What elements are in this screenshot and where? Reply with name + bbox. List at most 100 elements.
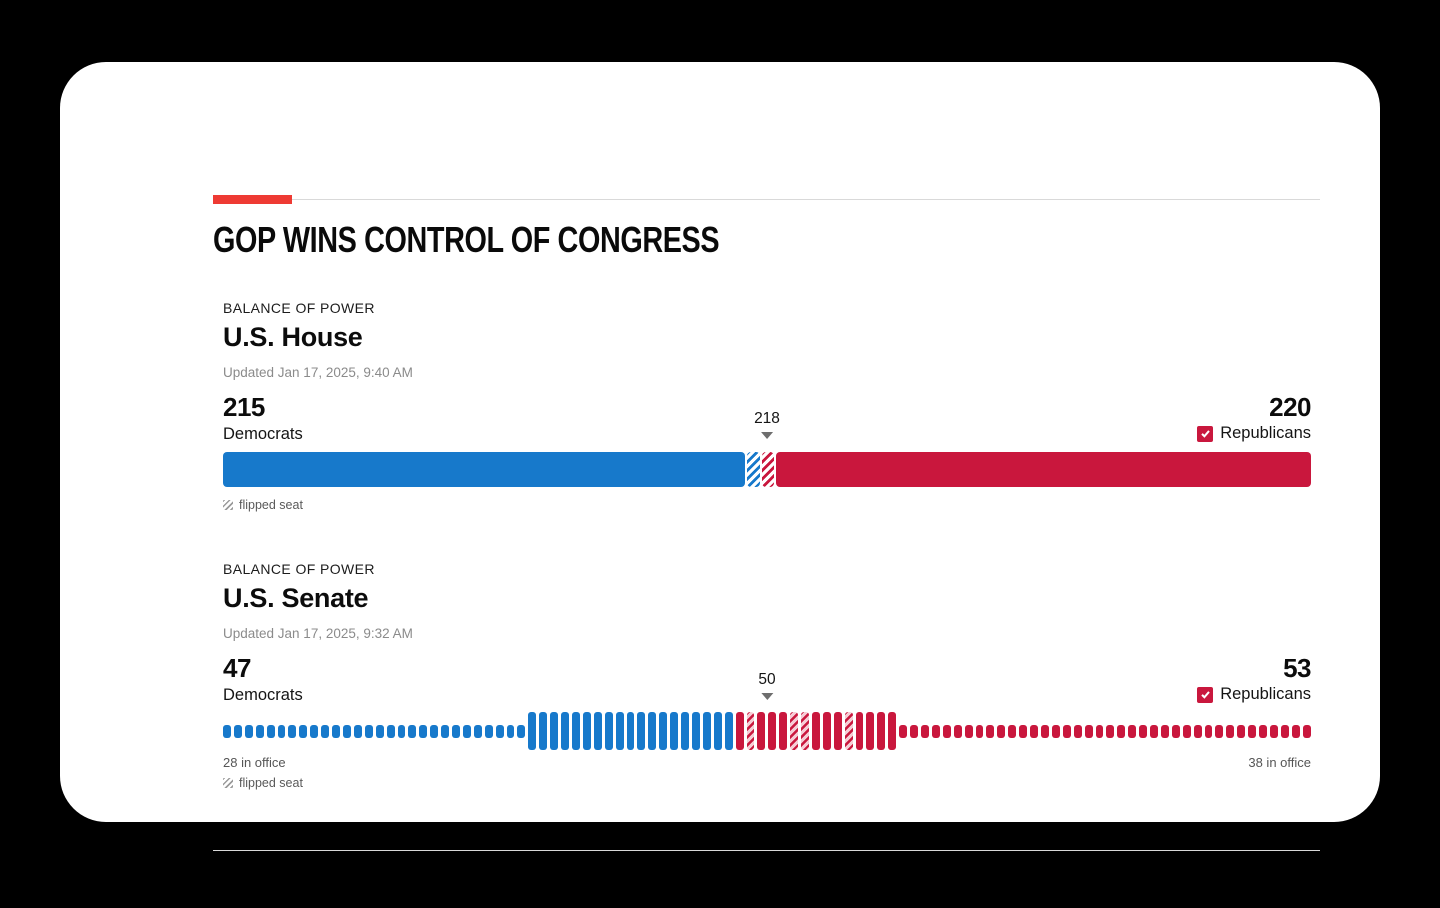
page-title-text: GOP WINS CONTROL OF CONGRESS xyxy=(213,219,720,260)
senate-seat-dem xyxy=(244,724,253,738)
house-title: U.S. House xyxy=(223,322,363,352)
majority-triangle-icon xyxy=(761,432,773,439)
house-section: BALANCE OF POWER U.S. House Updated Jan … xyxy=(223,298,1311,538)
senate-seat-dem xyxy=(452,724,460,738)
house-majority-marker: 218 xyxy=(754,410,780,439)
senate-seat-dem xyxy=(539,712,548,750)
senate-seat-rep xyxy=(1139,724,1148,738)
house-bar xyxy=(223,452,1311,487)
senate-seat-rep xyxy=(1106,724,1115,738)
senate-seat-dem xyxy=(572,712,580,750)
senate-seat-rep xyxy=(1302,724,1311,738)
senate-seat-rep xyxy=(899,724,908,738)
flipped-seat-hatch-icon xyxy=(223,500,233,510)
senate-seat-rep xyxy=(1084,724,1093,738)
senate-seat-rep xyxy=(1193,724,1202,738)
senate-bar xyxy=(223,712,1311,750)
house-republican-count: 220 xyxy=(1269,392,1311,422)
senate-seat-dem xyxy=(299,724,308,738)
senate-republicans-group: 53 Republicans xyxy=(1197,655,1311,704)
senate-seat-dem xyxy=(342,724,351,738)
senate-seat-rep xyxy=(1248,724,1257,738)
senate-seat-dem xyxy=(484,724,493,738)
infographic-card: GOP WINS CONTROL OF CONGRESS BALANCE OF … xyxy=(60,62,1380,851)
senate-seat-rep xyxy=(1259,724,1267,738)
house-democrats-group: 215 Democrats xyxy=(223,394,303,444)
senate-seat-rep xyxy=(942,724,951,738)
senate-seat-rep xyxy=(1040,724,1049,738)
senate-seat-dem xyxy=(681,712,689,750)
senate-title: U.S. Senate xyxy=(223,583,369,613)
senate-seat-rep xyxy=(811,712,820,750)
senate-seat-dem xyxy=(506,724,515,738)
senate-seat-dem xyxy=(223,724,231,738)
senate-seat-rep xyxy=(1237,724,1246,738)
bottom-divider xyxy=(213,850,1320,851)
senate-seat-dem xyxy=(408,724,417,738)
senate-seat-rep xyxy=(953,724,962,738)
house-republicans-group: 220 Republicans xyxy=(1197,394,1311,443)
senate-seat-dem xyxy=(615,712,624,750)
senate-seat-dem xyxy=(626,712,635,750)
senate-seat-rep xyxy=(1182,724,1191,738)
house-majority-number: 218 xyxy=(754,410,780,427)
senate-seat-dem xyxy=(386,724,395,738)
senate-seat-dem xyxy=(691,712,700,750)
senate-seat-dem xyxy=(670,712,679,750)
senate-seat-rep xyxy=(822,712,831,750)
senate-seat-rep xyxy=(1226,724,1235,738)
winner-checkmark-icon xyxy=(1197,425,1214,442)
senate-seat-dem xyxy=(321,724,330,738)
senate-seat-dem xyxy=(724,712,733,750)
senate-seat-dem xyxy=(375,724,384,738)
house-segment-rep-flipped xyxy=(761,452,775,487)
senate-seat-dem xyxy=(277,724,286,738)
senate-seat-dem xyxy=(332,724,340,738)
senate-rep-in-office-note: 38 in office xyxy=(1248,755,1311,770)
top-divider xyxy=(213,199,1320,200)
senate-seat-dem xyxy=(364,724,373,738)
senate-seat-rep xyxy=(1270,724,1278,738)
senate-seat-dem xyxy=(528,712,537,750)
senate-seat-dem xyxy=(659,712,668,750)
senate-seat-dem xyxy=(604,712,613,750)
senate-seat-rep xyxy=(1150,724,1158,738)
house-republican-label: Republicans xyxy=(1220,424,1311,442)
senate-seat-rep xyxy=(888,712,897,750)
senate-seat-dem xyxy=(353,724,362,738)
flipped-seat-hatch-icon xyxy=(223,778,233,788)
senate-seat-rep xyxy=(877,712,886,750)
senate-seat-dem xyxy=(473,724,482,738)
senate-seat-dem xyxy=(441,724,450,738)
senate-seat-rep xyxy=(964,724,973,738)
senate-democrat-count: 47 xyxy=(223,653,251,683)
senate-seat-dem xyxy=(462,724,471,738)
senate-democrat-label: Democrats xyxy=(223,686,303,704)
senate-seat-dem xyxy=(255,724,264,738)
senate-flipped-legend: flipped seat xyxy=(223,776,303,790)
senate-seat-rep xyxy=(1030,724,1038,738)
senate-seat-dem xyxy=(310,724,319,738)
senate-seat-dem xyxy=(288,724,297,738)
senate-seat-dem xyxy=(648,712,657,750)
senate-seat-rep-flipped xyxy=(790,712,799,750)
house-democrat-count: 215 xyxy=(223,392,265,422)
senate-seat-rep xyxy=(931,724,940,738)
red-accent-bar xyxy=(213,195,292,204)
senate-seat-rep xyxy=(1008,724,1017,738)
senate-seat-dem xyxy=(419,724,428,738)
senate-kicker: BALANCE OF POWER xyxy=(223,561,375,577)
senate-seat-rep xyxy=(855,712,864,750)
senate-seat-rep xyxy=(735,712,744,750)
senate-seat-rep xyxy=(757,712,766,750)
house-democrat-label: Democrats xyxy=(223,425,303,443)
house-segment-rep-solid xyxy=(776,452,1311,487)
house-kicker: BALANCE OF POWER xyxy=(223,300,375,316)
senate-seat-rep xyxy=(1280,724,1289,738)
senate-seat-rep xyxy=(833,712,842,750)
majority-triangle-icon xyxy=(761,693,773,700)
house-flipped-legend: flipped seat xyxy=(223,498,303,512)
senate-seat-dem xyxy=(266,724,275,738)
senate-seat-dem xyxy=(550,712,559,750)
